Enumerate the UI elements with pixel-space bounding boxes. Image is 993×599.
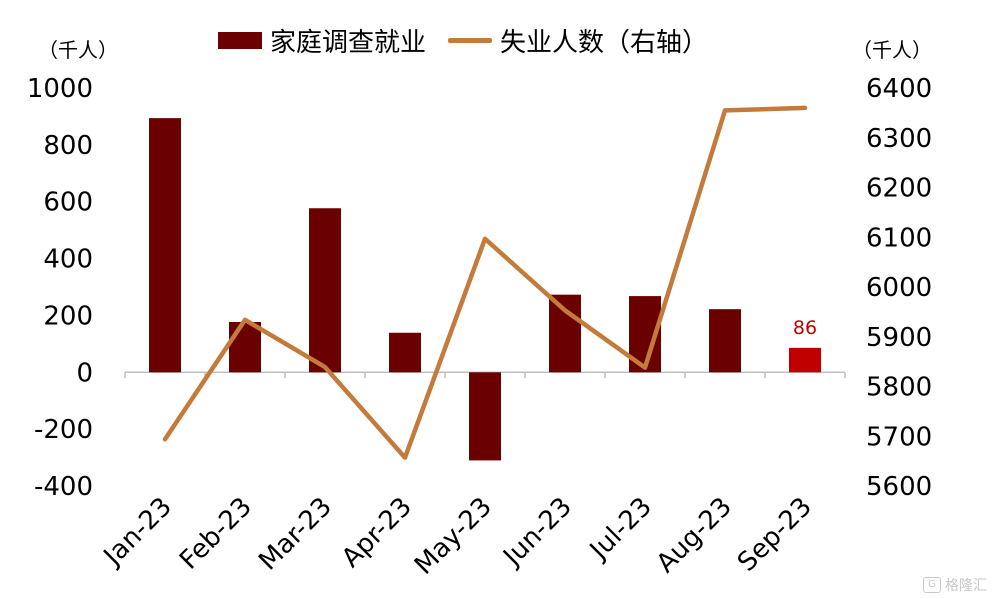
right-tick-label: 5900 xyxy=(866,323,932,353)
data-label-Sep-23: 86 xyxy=(793,317,817,339)
right-tick-label: 5800 xyxy=(866,373,932,403)
right-tick-label: 6200 xyxy=(866,174,932,204)
bar-Jun-23 xyxy=(549,294,581,373)
right-tick-label: 6400 xyxy=(866,74,932,104)
legend-label-employment: 家庭调查就业 xyxy=(270,28,427,58)
bar-Apr-23 xyxy=(389,332,421,373)
right-tick-label: 6300 xyxy=(866,124,932,154)
right-tick-label: 5700 xyxy=(866,422,932,452)
right-axis-unit: （千人） xyxy=(852,38,932,62)
watermark: G 格隆汇 xyxy=(923,575,987,595)
legend-swatch-line xyxy=(448,38,493,43)
left-tick-label: -400 xyxy=(34,472,93,502)
right-tick-label: 6000 xyxy=(866,273,932,303)
x-tick-label: Sep-23 xyxy=(732,492,818,578)
legend-item-unemployed: 失业人数（右轴） xyxy=(448,22,708,59)
legend: 家庭调查就业 失业人数（右轴） xyxy=(218,22,708,59)
left-tick-label: 0 xyxy=(76,358,93,388)
right-tick-label: 5600 xyxy=(866,472,932,502)
x-tick-label: Jun-23 xyxy=(497,492,578,573)
x-tick-label: Apr-23 xyxy=(336,492,418,574)
left-tick-label: 400 xyxy=(43,245,93,275)
left-tick-label: 200 xyxy=(43,301,93,331)
x-tick-label: Jan-23 xyxy=(97,492,178,573)
left-tick-label: 600 xyxy=(43,188,93,218)
left-tick-label: -200 xyxy=(34,415,93,445)
watermark-text: 格隆汇 xyxy=(945,578,987,594)
bar-Aug-23 xyxy=(709,309,741,373)
right-tick-label: 6100 xyxy=(866,223,932,253)
x-tick-label: Feb-23 xyxy=(174,492,258,576)
left-tick-label: 1000 xyxy=(27,74,93,104)
watermark-logo-icon: G xyxy=(923,577,941,593)
bar-Sep-23 xyxy=(789,347,821,373)
legend-swatch-bar xyxy=(218,32,262,49)
legend-label-unemployed: 失业人数（右轴） xyxy=(500,28,709,58)
legend-item-employment: 家庭调查就业 xyxy=(218,22,426,59)
x-tick-label: Jul-23 xyxy=(583,492,658,567)
x-tick-label: Aug-23 xyxy=(651,492,738,579)
bar-Mar-23 xyxy=(309,208,341,373)
x-tick-label: Mar-23 xyxy=(253,492,338,577)
x-tick-label: May-23 xyxy=(409,492,498,581)
left-tick-label: 800 xyxy=(43,131,93,161)
bar-Feb-23 xyxy=(229,321,261,373)
bar-Jan-23 xyxy=(149,118,181,373)
left-axis-unit: （千人） xyxy=(38,38,118,62)
bar-May-23 xyxy=(469,372,501,461)
